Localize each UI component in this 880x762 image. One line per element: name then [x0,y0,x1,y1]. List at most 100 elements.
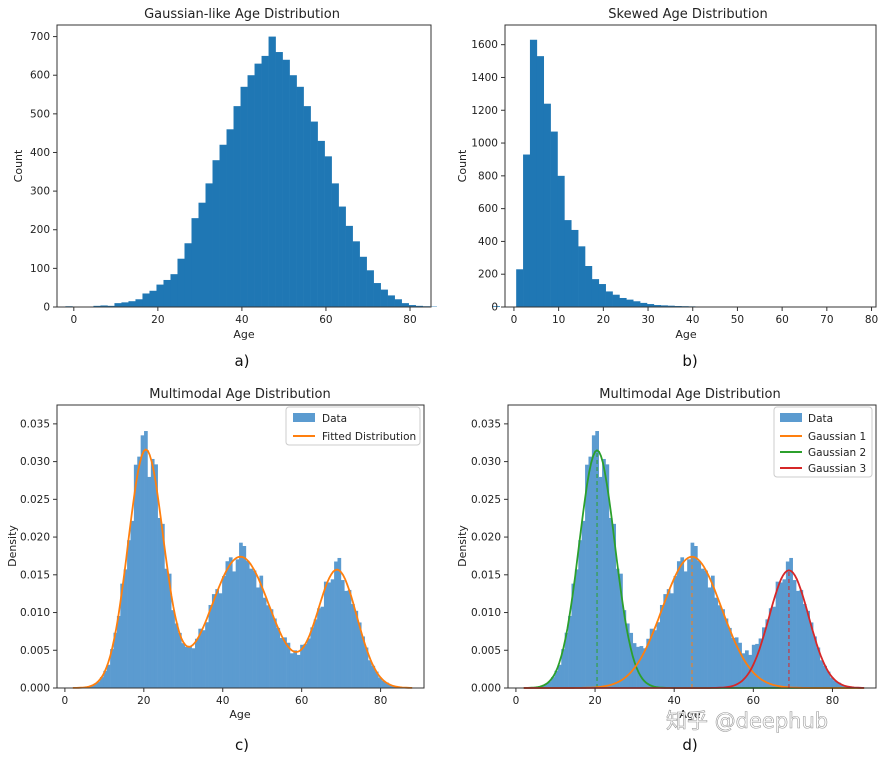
panel-c-bar [222,576,226,688]
panel-b-caption: b) [682,352,697,370]
panel-c-bar [218,593,223,688]
panel-c-bar [174,623,179,688]
panel-d-bar [588,456,593,688]
panel-c-ytick-label: 0.015 [20,569,50,581]
panel-c-ytick-label: 0.025 [20,494,50,506]
panel-d-bar [574,569,579,688]
panel-c-bar [306,638,311,688]
panel-c-bar [137,456,141,688]
panel-d-bar [802,604,807,688]
panel-d-ytick-label: 0.005 [471,645,501,657]
panel-c-bar [317,608,321,688]
panel-d-xtick-label: 80 [826,695,839,707]
panel-d-bar [724,618,729,688]
panel-d-bar [714,597,719,688]
panel-d-bar [779,582,783,688]
panel-c-bar [120,583,124,688]
panel-d-bar [707,587,712,688]
panel-c-bar [368,660,372,688]
panel-d-bar [731,638,736,688]
panel-c-ytick-label: 0.010 [20,607,50,619]
panel-d-legend: Data Gaussian 1 Gaussian 2 Gaussian 3 [773,406,873,478]
panel-d-bar [646,638,651,688]
panel-a-bar [366,270,374,307]
panel-d-bar [551,677,555,688]
panel-d-bar [728,627,732,688]
panel-c-bar [235,559,240,688]
panel-d-bar [843,685,848,688]
panel-c-bar [340,580,345,688]
panel-a-bar [261,55,269,307]
panel-d-bar [670,593,674,688]
panel-c-plot: 0 20 40 60 80 0.000 0.005 0.010 0.015 0.020 0.025 0… [20,418,413,707]
panel-d-bar [659,604,664,688]
panel-c-bar [330,579,335,688]
panel-b-bar [585,266,593,307]
panel-a-ytick-label: 0 [43,302,50,314]
panel-b-title: Skewed Age Distribution [608,7,767,22]
panel-d-bar [745,650,749,688]
panel-d-bar [564,632,569,688]
panel-c-bar [381,680,386,688]
panel-c-legend: Data Fitted Distribution [285,406,421,446]
panel-d-bar [840,684,845,688]
panel-c-bar [283,637,287,688]
panel-c-bar [374,671,379,688]
panel-a-bar [226,129,234,307]
panel-c-bar [171,610,175,688]
panel-b-ylabel: Count [456,149,469,182]
panel-a-xtick-label: 0 [70,314,77,326]
panel-d-plot: 0 20 40 60 80 0.000 0.005 0.010 0.015 0.020 0.025 0… [471,418,865,707]
panel-b-bar [571,229,579,307]
panel-d-bar [676,561,681,688]
panel-c-bar [262,597,267,688]
panel-c-ytick-label: 0.005 [20,645,50,657]
panel-d-bar [717,605,722,688]
panel-d-bar [639,646,644,688]
panel-a-bar [128,301,136,307]
panel-b-ytick-label: 1200 [471,105,498,117]
panel-d-ytick-label: 0.025 [471,494,501,506]
panel-a-bar [317,140,325,307]
panel-a-bar [247,75,255,307]
panel-c-bar [93,683,97,688]
panel-b-bar [543,103,551,307]
panel-c-bar [388,684,393,688]
panel-d-bar [806,610,810,688]
panel-c-legend-data-swatch [293,413,315,422]
panel-b-bar [653,305,662,307]
panel-a-ytick-label: 500 [30,108,50,120]
panel-a-bar [233,106,241,307]
panel-a-bar [310,121,318,307]
panel-a-bar [212,160,220,307]
panel-c-ytick-label: 0.020 [20,532,50,544]
panel-d-bar [547,681,552,688]
panel-b-xtick-label: 70 [820,314,833,326]
panel-c-bar [161,523,165,688]
panel-d-bar [680,557,685,688]
panel-c-bar [225,561,230,688]
panel-b-bar [557,175,565,307]
panel-b: Skewed Age Distribution 0 10 20 30 40 50 60 70 8… [456,7,878,370]
panel-d-bar [772,606,776,688]
panel-c-bar [191,648,196,688]
panel-d-bar [612,523,617,688]
panel-c-bar [357,622,362,688]
panel-c-bar [99,677,104,688]
panel-a-bar [373,283,381,307]
panel-d-bar [636,646,640,688]
panel-a-bar [331,183,339,307]
panel-d-bar [687,559,691,688]
panel-c-bar [150,458,155,688]
panel-a-bar [184,243,192,307]
panel-c-bar [320,606,325,688]
panel-d-bar [615,568,620,688]
panel-d-caption: d) [682,736,697,754]
panel-c-bar [96,681,101,688]
panel-d-bar [710,575,715,688]
panel-b-bar [612,294,620,307]
panel-a-bar [275,52,283,308]
panel-d-bar [642,648,647,688]
panel-b-bar [640,302,648,307]
panel-b-ytick-label: 1600 [471,39,498,51]
